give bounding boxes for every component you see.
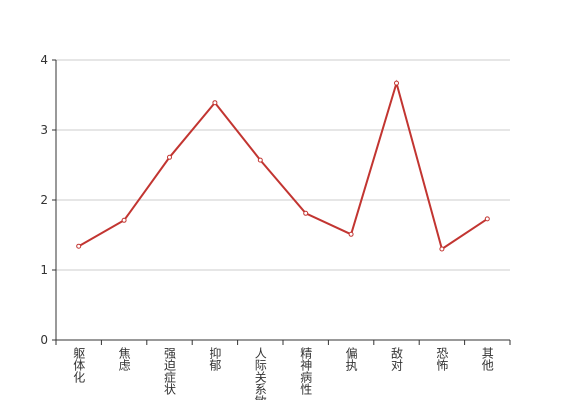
point (121, 217, 127, 223)
point (484, 216, 490, 222)
point (76, 243, 82, 249)
x-tick-label: 人际关系敏感 (253, 347, 267, 400)
y-tick-label: 2 (40, 193, 48, 207)
point (257, 157, 263, 163)
x-tick-label: 精神病性 (299, 347, 313, 396)
x-tick-label: 强迫症状 (163, 347, 177, 395)
y-tick-label: 4 (40, 53, 48, 67)
x-tick-label: 敌对 (390, 346, 404, 371)
x-tick-label: 恐怖 (435, 347, 449, 371)
y-tick-label: 0 (40, 333, 48, 347)
point (167, 154, 172, 160)
point (348, 231, 354, 237)
point (212, 100, 218, 106)
x-tick-label: 偏执 (344, 346, 358, 372)
line (78, 79, 488, 251)
point (439, 246, 445, 252)
point (303, 210, 309, 216)
x-tick-label: 躯体化 (72, 346, 86, 384)
x-tick-label: 抑郁 (208, 346, 222, 372)
x-tick-label: 其他 (480, 347, 494, 371)
x-tick-label: 焦虑 (117, 347, 131, 371)
point (394, 80, 399, 86)
y-tick-label: 3 (40, 123, 48, 137)
y-tick-label: 1 (40, 263, 48, 277)
